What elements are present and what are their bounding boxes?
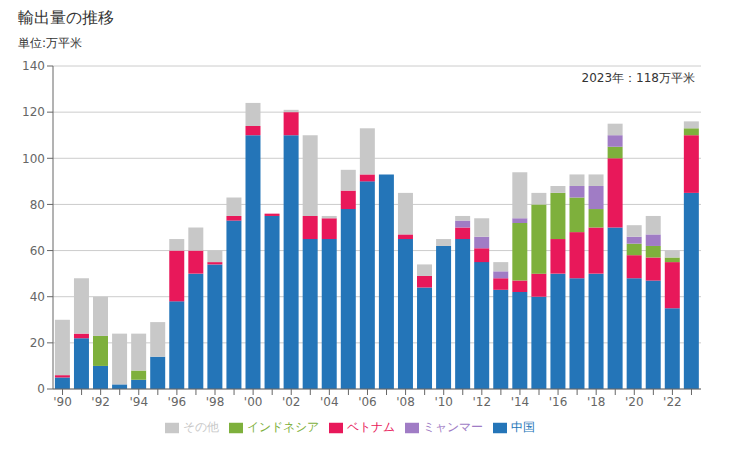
svg-text:'94: '94 [129,395,148,409]
svg-text:40: 40 [30,290,45,304]
svg-text:'02: '02 [282,395,301,409]
svg-text:100: 100 [22,152,45,166]
svg-text:'22: '22 [663,395,682,409]
svg-text:'06: '06 [358,395,377,409]
svg-text:'14: '14 [511,395,530,409]
svg-text:'10: '10 [434,395,453,409]
svg-text:'18: '18 [587,395,606,409]
svg-text:'96: '96 [168,395,187,409]
svg-text:80: 80 [30,198,45,212]
svg-text:'08: '08 [396,395,415,409]
svg-text:60: 60 [30,244,45,258]
html-text:その他: その他 [182,420,219,434]
svg-text:20: 20 [30,336,45,350]
html-text:インドネシア: インドネシア [246,420,319,434]
svg-text:'92: '92 [91,395,110,409]
html-text:中国: 中国 [510,420,535,434]
svg-text:'04: '04 [320,395,339,409]
svg-text:0: 0 [37,382,45,396]
svg-text:'90: '90 [53,395,72,409]
svg-text:'20: '20 [625,395,644,409]
html-text:ミャンマー: ミャンマー [422,420,483,434]
svg-text:140: 140 [22,59,45,73]
html-text:輸出量の推移: 輸出量の推移 [18,8,114,27]
html-text:2023年：118万平米: 2023年：118万平米 [581,71,695,85]
html-text:ベトナム: ベトナム [346,420,395,434]
svg-text:'00: '00 [244,395,263,409]
svg-text:'98: '98 [206,395,225,409]
html-text:単位:万平米: 単位:万平米 [18,36,82,50]
svg-text:'12: '12 [473,395,492,409]
svg-text:'16: '16 [549,395,568,409]
svg-text:120: 120 [22,105,45,119]
